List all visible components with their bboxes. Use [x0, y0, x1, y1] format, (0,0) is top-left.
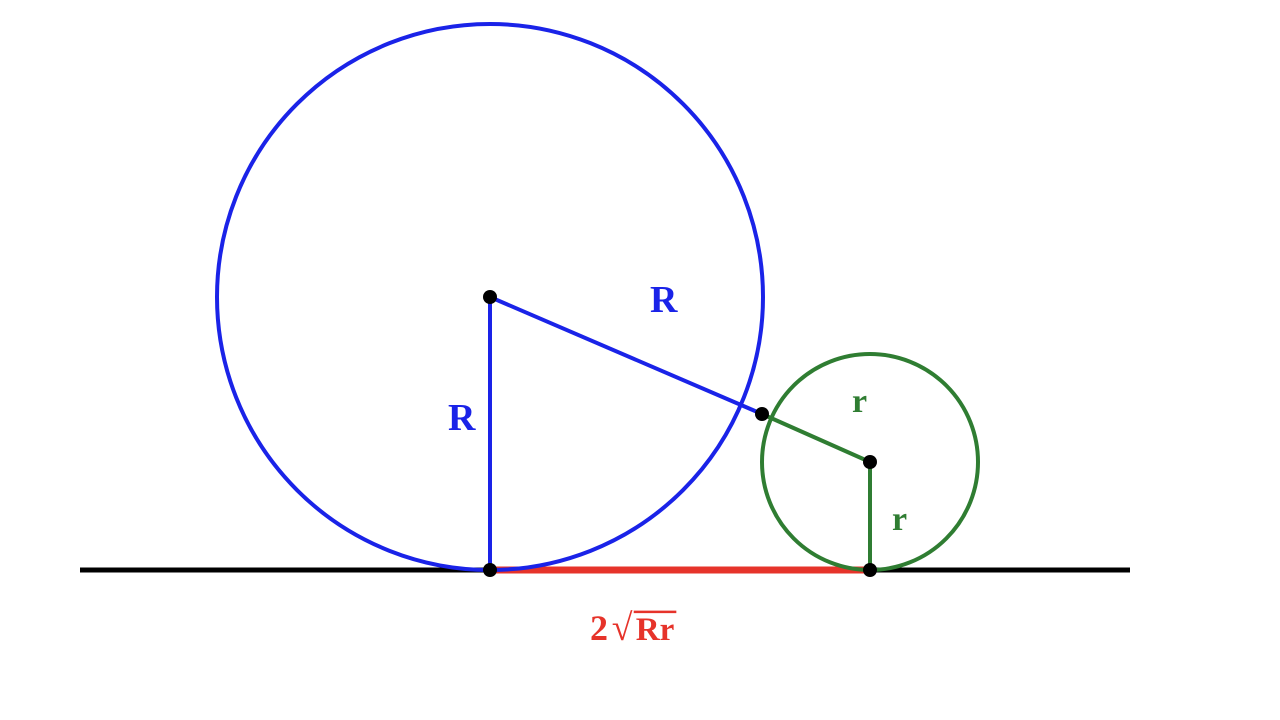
small-center-dot	[863, 455, 877, 469]
label-R-vertical: R	[448, 397, 476, 439]
formula-surd: √	[612, 607, 633, 649]
formula-radicand: Rr	[636, 611, 675, 648]
formula-coeff: 2	[590, 608, 608, 648]
big-radius-to-touch	[490, 297, 762, 414]
label-r-diagonal: r	[852, 383, 867, 420]
label-R-diagonal: R	[650, 279, 678, 321]
big-center-dot	[483, 290, 497, 304]
small-radius-to-touch	[762, 414, 870, 462]
label-r-vertical: r	[892, 501, 907, 538]
big-tangent-foot-dot	[483, 563, 497, 577]
small-tangent-foot-dot	[863, 563, 877, 577]
label-tangent-length: 2 √ Rr	[590, 607, 676, 649]
touch-point-dot	[755, 407, 769, 421]
tangent-circles-diagram: R R r r 2 √ Rr	[0, 0, 1280, 720]
